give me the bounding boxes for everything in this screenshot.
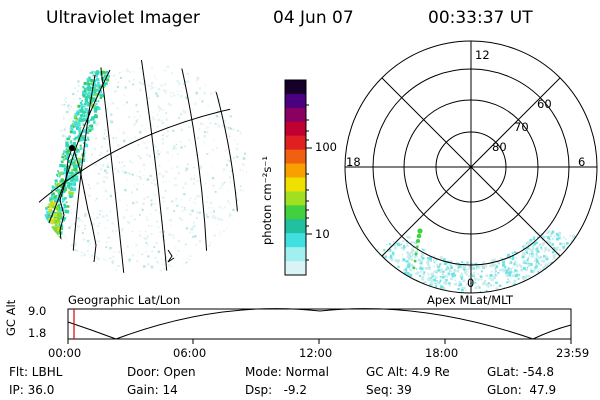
time-tick-1200: 12:00 (299, 346, 333, 360)
colorbar-segment (285, 205, 306, 220)
lat-label-70: 70 (514, 120, 529, 134)
time-tick-1800: 18:00 (425, 346, 459, 360)
colorbar-segment (285, 135, 306, 151)
coastline (167, 249, 175, 263)
polar-plot (344, 40, 598, 294)
colorbar-segment (285, 93, 306, 109)
polar-aurora-oval (377, 230, 578, 293)
colorbar-segment (285, 219, 306, 234)
coastline (73, 149, 97, 263)
apex-label: Apex MLat/MLT (427, 293, 514, 307)
filter-info: Flt: LBHL (9, 365, 63, 379)
geographic-image (33, 60, 247, 274)
colorbar-segment (285, 107, 306, 123)
colorbar-segment (285, 191, 306, 206)
time-tick-0600: 06:00 (173, 346, 207, 360)
colorbar-segment (285, 247, 306, 262)
time-label: 00:33:37 UT (428, 8, 533, 28)
mode-info: Mode: Normal (245, 365, 329, 379)
color-scale-bar (285, 80, 306, 276)
alt-tick-9: 9.0 (28, 304, 47, 318)
colorbar-tick-10: 10 (315, 227, 330, 241)
date-label: 04 Jun 07 (273, 8, 354, 28)
time-tick-0000: 00:00 (48, 346, 82, 360)
colorbar-segment (285, 121, 306, 137)
colorbar-segment (285, 261, 306, 276)
altitude-curve (67, 308, 572, 340)
colorbar-segment (285, 177, 306, 193)
gain-info: Gain: 14 (127, 383, 178, 397)
mlt-label-18: 18 (346, 155, 361, 169)
latitude-line (33, 104, 247, 211)
time-tick-2359: 23:59 (556, 346, 590, 360)
lat-label-80: 80 (492, 140, 507, 154)
ip-info: IP: 36.0 (9, 383, 55, 397)
colorbar-tick-100: 100 (315, 140, 337, 154)
colorbar-segment (285, 149, 306, 165)
longitude-line (139, 60, 169, 274)
seq-info: Seq: 39 (366, 383, 412, 397)
glat-info: GLat: -54.8 (487, 365, 554, 379)
colorbar-unit-label: photon cm⁻²s⁻¹ (260, 156, 274, 245)
dsp-info: Dsp: -9.2 (245, 383, 308, 397)
mlt-label-12: 12 (475, 48, 490, 62)
alt-tick-1-8: 1.8 (28, 326, 47, 340)
latitude-line (37, 69, 111, 249)
lat-label-60: 60 (537, 97, 552, 111)
colorbar-segment (285, 163, 306, 179)
altitude-plot (67, 308, 572, 344)
mlt-label-6: 6 (578, 155, 586, 169)
sub-point-marker (69, 145, 75, 151)
geographic-label: Geographic Lat/Lon (68, 293, 181, 307)
colorbar-segment (285, 233, 306, 248)
instrument-title: Ultraviolet Imager (46, 8, 200, 28)
mlt-label-0: 0 (467, 276, 475, 290)
door-info: Door: Open (127, 365, 196, 379)
gc-alt-info: GC Alt: 4.9 Re (366, 365, 450, 379)
gc-alt-axis-label: GC Alt (4, 299, 18, 336)
colorbar-segment (285, 80, 306, 95)
diagonal-line (381, 77, 561, 257)
glon-info: GLon: 47.9 (487, 383, 557, 397)
